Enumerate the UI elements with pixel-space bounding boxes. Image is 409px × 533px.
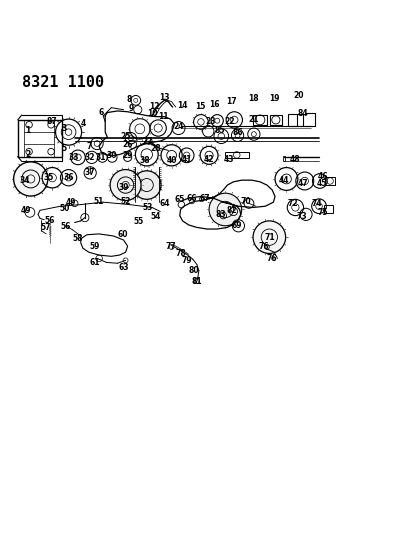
Text: 61: 61 (90, 258, 100, 267)
Text: 60: 60 (117, 230, 128, 239)
Text: 2: 2 (25, 150, 30, 159)
Text: 41: 41 (181, 155, 191, 164)
Text: 20: 20 (293, 91, 303, 100)
Text: 8321 1100: 8321 1100 (22, 75, 103, 90)
Circle shape (13, 162, 48, 196)
Text: 59: 59 (89, 243, 99, 252)
Text: 3: 3 (62, 124, 67, 133)
Text: 25: 25 (120, 132, 130, 141)
Circle shape (110, 169, 141, 200)
Text: 53: 53 (142, 203, 153, 212)
Text: 66: 66 (186, 193, 197, 203)
Text: 64: 64 (159, 199, 169, 208)
Text: 80: 80 (188, 266, 198, 275)
Text: 18: 18 (248, 94, 258, 103)
Text: 49: 49 (20, 206, 31, 215)
Text: 79: 79 (181, 256, 191, 265)
Text: 40: 40 (167, 156, 177, 165)
Text: 38: 38 (139, 156, 150, 165)
Text: 77: 77 (164, 243, 175, 252)
Text: 63: 63 (118, 263, 128, 272)
Text: 12: 12 (148, 102, 159, 111)
Text: 24: 24 (173, 122, 183, 131)
Text: 65: 65 (174, 195, 184, 204)
Text: 46: 46 (317, 172, 328, 181)
Text: 69: 69 (231, 221, 241, 230)
Text: 17: 17 (226, 97, 236, 106)
Text: 85: 85 (214, 126, 225, 134)
Text: 67: 67 (199, 193, 210, 203)
Text: 34: 34 (20, 176, 30, 185)
Text: 33: 33 (68, 153, 79, 162)
Text: 87: 87 (47, 117, 58, 126)
Text: 71: 71 (264, 233, 275, 243)
Text: 76: 76 (266, 254, 277, 263)
Text: 7: 7 (86, 142, 91, 151)
Text: 49: 49 (66, 198, 76, 207)
Text: 29: 29 (122, 151, 133, 160)
Text: 50: 50 (59, 204, 70, 213)
Text: 54: 54 (150, 212, 160, 221)
Text: 56: 56 (61, 222, 71, 231)
Text: 45: 45 (315, 179, 326, 188)
Text: 43: 43 (224, 155, 234, 164)
Text: 15: 15 (194, 102, 205, 111)
Text: 75: 75 (317, 208, 328, 217)
Text: 27: 27 (142, 136, 153, 146)
Text: 57: 57 (41, 223, 51, 232)
Text: 5: 5 (62, 144, 67, 153)
Text: 22: 22 (224, 117, 234, 126)
Text: 72: 72 (287, 199, 297, 208)
Circle shape (252, 221, 285, 254)
Text: 28: 28 (151, 144, 161, 153)
Text: 37: 37 (85, 168, 95, 177)
Text: 1: 1 (25, 126, 30, 134)
Text: 82: 82 (226, 206, 236, 215)
Text: 55: 55 (134, 217, 144, 226)
Text: 9: 9 (129, 104, 134, 113)
Text: 52: 52 (120, 197, 130, 206)
Text: 36: 36 (63, 173, 74, 182)
Text: 39: 39 (118, 183, 128, 191)
Text: 44: 44 (279, 176, 289, 184)
Text: 16: 16 (208, 100, 219, 109)
Text: 81: 81 (191, 278, 202, 286)
Text: 4: 4 (80, 119, 85, 128)
Text: 23: 23 (205, 117, 216, 126)
Text: 13: 13 (159, 93, 169, 102)
Text: 84: 84 (297, 109, 307, 118)
Text: 19: 19 (268, 94, 279, 103)
Text: 83: 83 (216, 210, 226, 219)
Text: 58: 58 (72, 235, 83, 243)
Text: 35: 35 (43, 173, 53, 182)
Text: 32: 32 (85, 153, 95, 162)
Text: 6: 6 (98, 108, 103, 117)
Text: 47: 47 (297, 179, 307, 188)
Text: 21: 21 (248, 116, 258, 124)
Circle shape (132, 171, 161, 199)
Text: 31: 31 (96, 153, 106, 162)
Text: 76: 76 (258, 243, 269, 252)
Text: 10: 10 (146, 109, 157, 118)
Text: 8: 8 (127, 95, 132, 104)
Text: 26: 26 (122, 140, 133, 149)
Text: 48: 48 (289, 155, 299, 164)
Text: 42: 42 (203, 155, 214, 164)
Text: 56: 56 (44, 216, 54, 225)
Text: 73: 73 (295, 212, 306, 221)
Text: 78: 78 (175, 249, 186, 258)
Text: 74: 74 (311, 199, 321, 208)
Text: 30: 30 (106, 151, 116, 160)
Circle shape (209, 193, 241, 226)
Text: 51: 51 (94, 197, 104, 206)
Text: 11: 11 (157, 112, 168, 121)
Text: 70: 70 (240, 197, 250, 206)
Text: 14: 14 (177, 101, 187, 110)
Text: 86: 86 (232, 127, 242, 136)
